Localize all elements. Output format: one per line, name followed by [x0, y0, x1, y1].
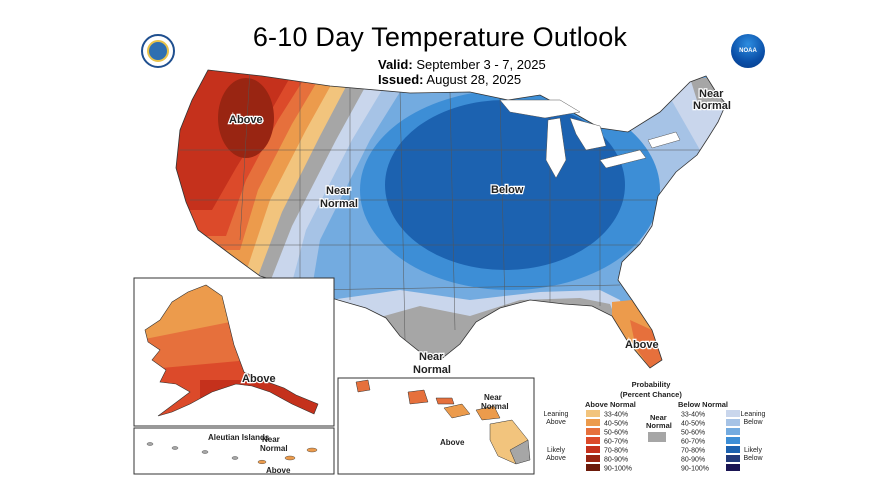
legend-above-label-5: 80-90% [604, 457, 628, 464]
legend-leaning-above-2: Above [546, 419, 566, 426]
legend-below-label-4: 70-80% [681, 448, 705, 455]
legend-above-label-1: 40-50% [604, 421, 628, 428]
legend-below-swatch-6 [726, 464, 740, 471]
legend-above-label-6: 90-100% [604, 466, 632, 473]
label-above-hawaii: Above [440, 438, 465, 447]
legend-above-swatch-1 [586, 419, 600, 426]
legend-above-label-0: 33-40% [604, 412, 628, 419]
legend-below-label-5: 80-90% [681, 457, 705, 464]
label-above-aleutian: Above [266, 466, 291, 475]
label-near-normal-hawaii-2: Normal [481, 402, 509, 411]
legend-above-swatch-6 [586, 464, 600, 471]
label-near-normal-ne-1: Near [699, 88, 724, 100]
label-near-normal-hawaii-1: Near [484, 393, 502, 402]
alaska-outline [144, 284, 319, 417]
aleutian-inset [133, 427, 335, 475]
legend-below-label-0: 33-40% [681, 412, 705, 419]
label-above-alaska: Above [242, 373, 276, 385]
great-lakes [499, 99, 681, 179]
legend-below-swatch-5 [726, 455, 740, 462]
legend-near-head-2: Normal [646, 421, 672, 430]
legend-above-swatch-2 [586, 428, 600, 435]
issued-label: Issued: [378, 72, 424, 87]
valid-line: Valid: September 3 - 7, 2025 [378, 57, 546, 72]
issued-value: August 28, 2025 [426, 72, 522, 87]
legend-above-swatch-3 [586, 437, 600, 444]
legend-likely-below-2: Below [743, 455, 763, 462]
label-near-normal-west-2: Normal [320, 198, 358, 210]
legend-leaning-below-1: Leaning [741, 411, 766, 418]
legend-below-swatch-0 [726, 410, 740, 417]
legend: Probability (Percent Chance) Above Norma… [544, 380, 766, 473]
noaa-logo-text: NOAA [739, 48, 757, 54]
hawaii-islands [355, 379, 531, 465]
legend-above-label-4: 70-80% [604, 448, 628, 455]
label-below-midwest: Below [491, 184, 524, 196]
valid-label: Valid: [378, 57, 413, 72]
legend-above-rows: 33-40% 40-50% 50-60% 60-70% 70-80% 80-90% 90-1… [586, 410, 632, 473]
legend-below-label-3: 60-70% [681, 439, 705, 446]
legend-below-rows: 33-40% 40-50% 50-60% 60-70% 70-80% 80-90% 90-1… [681, 410, 740, 473]
issued-line: Issued: August 28, 2025 [378, 72, 521, 87]
legend-below-swatch-1 [726, 419, 740, 426]
legend-below-head: Below Normal [678, 400, 728, 409]
valid-value: September 3 - 7, 2025 [416, 57, 546, 72]
commerce-seal-icon [141, 34, 175, 68]
legend-below-swatch-4 [726, 446, 740, 453]
legend-above-head: Above Normal [585, 400, 636, 409]
legend-below-swatch-3 [726, 437, 740, 444]
label-aleutian-islands: Aleutian Islands [208, 433, 270, 442]
aleutian-islands-shapes [146, 442, 318, 465]
legend-above-swatch-0 [586, 410, 600, 417]
legend-near-head-1: Near [650, 413, 667, 422]
legend-below-label-1: 40-50% [681, 421, 705, 428]
legend-above-swatch-5 [586, 455, 600, 462]
legend-below-label-2: 50-60% [681, 430, 705, 437]
label-near-normal-south-1: Near [419, 351, 444, 363]
legend-above-label-3: 60-70% [604, 439, 628, 446]
legend-likely-above-2: Above [546, 455, 566, 462]
legend-leaning-below-2: Below [743, 419, 763, 426]
label-above-west: Above [229, 114, 263, 126]
label-near-normal-aleutian-1: Near [262, 435, 280, 444]
legend-above-label-2: 50-60% [604, 430, 628, 437]
label-near-normal-west-1: Near [326, 185, 351, 197]
legend-above-swatch-4 [586, 446, 600, 453]
label-near-normal-ne-2: Normal [693, 100, 731, 112]
page-title: 6-10 Day Temperature Outlook [252, 22, 628, 52]
label-near-normal-aleutian-2: Normal [260, 444, 288, 453]
label-above-florida: Above [625, 339, 659, 351]
legend-leaning-above-1: Leaning [544, 411, 569, 418]
state-borders [180, 70, 700, 341]
legend-below-label-6: 90-100% [681, 466, 709, 473]
label-near-normal-south-2: Normal [413, 364, 451, 376]
legend-near-swatch [648, 432, 666, 442]
legend-likely-below-1: Likely [744, 447, 762, 454]
legend-below-swatch-2 [726, 428, 740, 435]
legend-title-1: Probability [632, 380, 672, 389]
legend-likely-above-1: Likely [547, 447, 565, 454]
legend-title-2: (Percent Chance) [620, 390, 682, 399]
noaa-logo-icon: NOAA [731, 34, 765, 68]
